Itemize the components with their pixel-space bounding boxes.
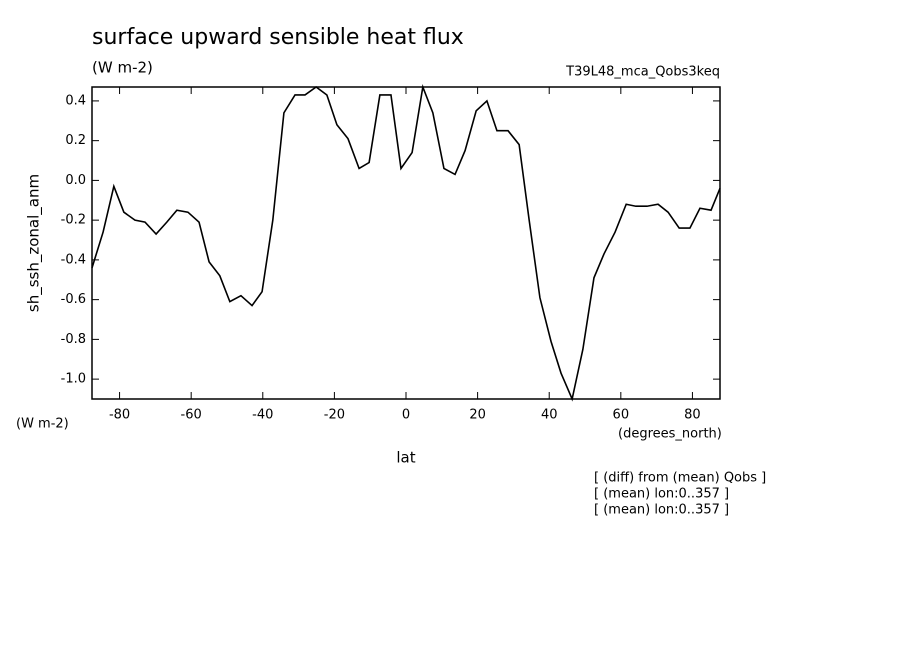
y-axis-label: sh_ssh_zonal_anm [25,174,44,312]
x-tick-label: 80 [684,408,701,423]
y-tick-label: -0.8 [61,332,86,347]
x-tick-label: 0 [402,408,410,423]
x-tick-label: -40 [252,408,273,423]
note: [ (mean) lon:0..357 ] [594,503,729,518]
x-tick-label: -20 [324,408,345,423]
note: [ (mean) lon:0..357 ] [594,487,729,502]
y-tick-label: -0.2 [61,213,86,228]
x-tick-label: 20 [469,408,486,423]
x-tick-label: 60 [613,408,630,423]
x-axis-label: lat [396,449,415,467]
x-units: (degrees_north) [618,427,722,442]
subtitle: (W m-2) [92,59,153,77]
plot-frame [91,86,721,400]
experiment: T39L48_mca_Qobs3keq [565,65,720,80]
y-tick-label: -0.6 [61,292,86,307]
y-tick-label: 0.2 [65,133,86,148]
y-units: (W m-2) [16,417,69,432]
note: [ (diff) from (mean) Qobs ] [594,471,766,486]
chart-title: surface upward sensible heat flux [92,25,464,50]
y-tick-label: -1.0 [61,372,86,387]
y-tick-label: 0.4 [65,93,86,108]
x-tick-label: 40 [541,408,558,423]
data-line [91,83,721,402]
y-tick-label: 0.0 [65,173,86,188]
x-tick-label: -60 [181,408,202,423]
x-tick-label: -80 [109,408,130,423]
y-tick-label: -0.4 [61,252,86,267]
